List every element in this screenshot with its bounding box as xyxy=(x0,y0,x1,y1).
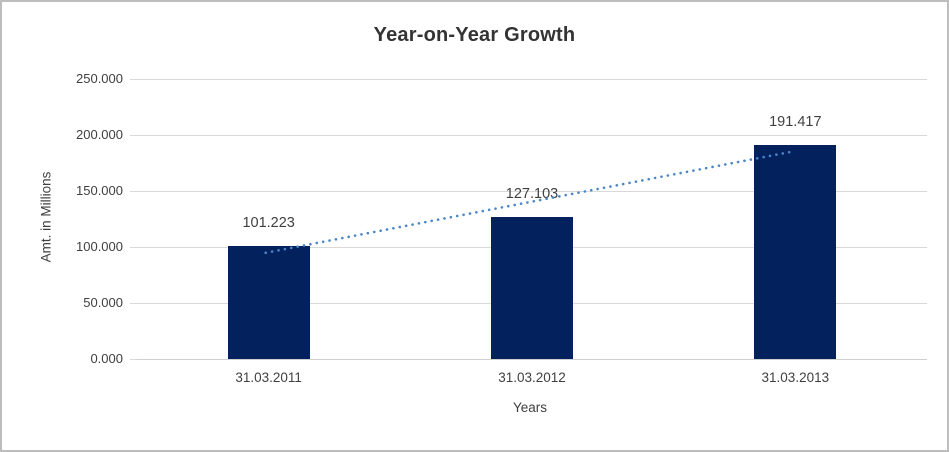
y-tick-label: 50.000 xyxy=(83,295,123,310)
y-axis-tick-mark xyxy=(130,247,137,248)
x-tick-label: 31.03.2011 xyxy=(235,370,302,385)
gridline xyxy=(137,359,927,360)
y-tick-label: 150.000 xyxy=(76,183,123,198)
bar-data-label: 101.223 xyxy=(242,214,295,231)
x-tick-label: 31.03.2013 xyxy=(761,370,830,385)
gridline xyxy=(137,79,927,80)
y-tick-label: 250.000 xyxy=(76,71,123,86)
bar-data-label: 127.103 xyxy=(505,185,559,202)
y-axis-tick-mark xyxy=(130,135,137,136)
x-axis-title: Years xyxy=(512,400,548,415)
bar[interactable] xyxy=(491,216,573,359)
bar-data-label: 191.417 xyxy=(769,113,822,130)
y-tick-label: 100.000 xyxy=(76,239,123,254)
y-tick-label: 200.000 xyxy=(76,127,123,142)
gridline xyxy=(137,135,927,136)
y-tick-label: 0.000 xyxy=(90,351,123,366)
y-axis-tick-mark xyxy=(130,359,137,360)
bar[interactable] xyxy=(754,144,837,359)
y-axis-tick-mark xyxy=(130,79,137,80)
chart-title: Year-on-Year Growth xyxy=(373,24,576,46)
x-tick-label: 31.03.2012 xyxy=(498,370,566,385)
bar[interactable] xyxy=(227,245,310,359)
y-axis-tick-mark xyxy=(130,303,137,304)
y-axis-tick-mark xyxy=(130,191,137,192)
